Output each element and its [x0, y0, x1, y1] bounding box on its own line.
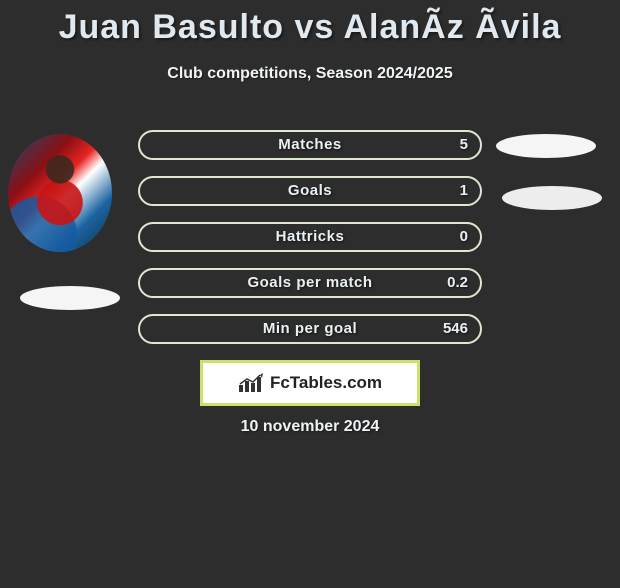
bar-trend-icon: [238, 373, 264, 393]
subtitle: Club competitions, Season 2024/2025: [0, 65, 620, 83]
stat-value: 546: [443, 320, 468, 337]
stat-row-goals-per-match: Goals per match 0.2: [138, 268, 482, 298]
stat-row-min-per-goal: Min per goal 546: [138, 314, 482, 344]
stat-value: 0: [460, 228, 468, 245]
logo-text: FcTables.com: [270, 373, 382, 393]
avatar-image: [8, 134, 112, 252]
stat-label: Hattricks: [140, 228, 480, 245]
player-right-placeholder-oval-2: [502, 186, 602, 210]
stat-label: Min per goal: [140, 320, 480, 337]
stat-row-matches: Matches 5: [138, 130, 482, 160]
player-right-placeholder-oval-1: [496, 134, 596, 158]
stat-label: Goals per match: [140, 274, 480, 291]
stat-label: Matches: [140, 136, 480, 153]
stat-value: 5: [460, 136, 468, 153]
fctables-logo[interactable]: FcTables.com: [200, 360, 420, 406]
stat-value: 0.2: [447, 274, 468, 291]
player-left-placeholder-oval: [20, 286, 120, 310]
stat-row-hattricks: Hattricks 0: [138, 222, 482, 252]
page-title: Juan Basulto vs AlanÃ­z Ãvila: [0, 8, 620, 47]
stats-bars: Matches 5 Goals 1 Hattricks 0 Goals per …: [138, 130, 482, 360]
player-avatar: [8, 134, 112, 252]
snapshot-date: 10 november 2024: [0, 418, 620, 436]
stat-value: 1: [460, 182, 468, 199]
stat-label: Goals: [140, 182, 480, 199]
stat-row-goals: Goals 1: [138, 176, 482, 206]
